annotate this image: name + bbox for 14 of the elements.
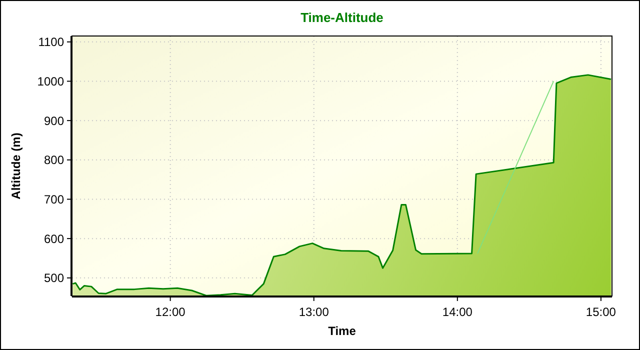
x-axis-title: Time: [328, 324, 356, 338]
y-tick-label: 1000: [37, 74, 64, 88]
x-tick-label: 13:00: [298, 305, 330, 319]
y-tick-label: 700: [44, 192, 64, 206]
x-tick-label: 14:00: [442, 305, 473, 319]
y-tick-label: 800: [44, 153, 64, 168]
y-tick-label: 900: [44, 114, 64, 128]
chart-title: Time-Altitude: [300, 10, 384, 25]
y-axis-title: Altitude (m): [9, 132, 23, 200]
y-tick-label: 600: [44, 232, 64, 246]
x-tick-label: 12:00: [155, 305, 186, 319]
y-tick-label: 500: [44, 271, 64, 286]
x-tick-label: 15:00: [586, 305, 616, 319]
y-tick-label: 1100: [38, 35, 64, 50]
